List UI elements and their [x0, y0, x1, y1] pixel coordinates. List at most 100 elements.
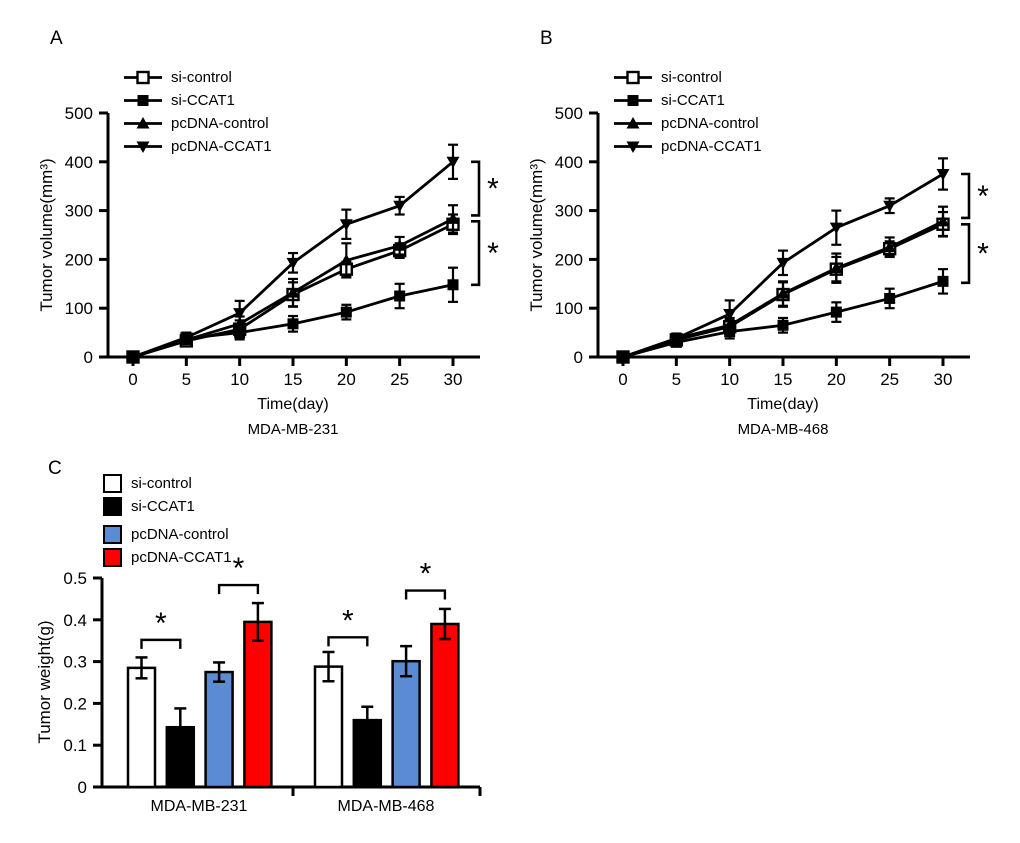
significance-bracket: * [404, 558, 447, 600]
series-marker-pcDNA-control [776, 287, 790, 299]
triangle-down-icon [124, 141, 162, 153]
series-marker-pcDNA-control [339, 253, 353, 266]
group-label: MDA-MB-468 [338, 798, 435, 815]
series-marker-pcDNA-control [393, 239, 407, 251]
axes: 0 100 200 300 400 500 0 5 10 15 20 25 30 [555, 104, 970, 389]
significance-asterisk: * [977, 238, 989, 271]
legend-label: si-control [661, 69, 722, 86]
significance-asterisk: * [977, 180, 989, 213]
bar-rect [430, 622, 460, 789]
y-tick-label: 100 [65, 299, 93, 318]
series-marker-pcDNA-CCAT1 [136, 141, 150, 153]
open-square-icon [124, 70, 162, 85]
y-tick-label: 0.1 [63, 736, 87, 755]
bar-MDA-MB-468-pcDNA-control [391, 644, 421, 789]
series-marker-pcDNA-CCAT1 [829, 222, 843, 235]
y-tick-label: 300 [555, 202, 583, 221]
bar-MDA-MB-231-pcDNA-control [204, 661, 234, 789]
series-marker-pcDNA-CCAT1 [339, 219, 353, 231]
chart-subtitle: MDA-MB-231 [248, 421, 339, 438]
triangle-up-icon [124, 117, 162, 129]
legend-item-pcDNA-control: pcDNA-control [614, 112, 762, 135]
significance-bracket: * [471, 220, 499, 287]
series-marker-si-CCAT1 [234, 327, 246, 339]
legend-label: pcDNA-control [131, 526, 229, 543]
panel-b-legend: si-control si-CCAT1 pcDNA-control pcDNA-CCA… [614, 66, 762, 158]
open-square-icon [614, 70, 652, 85]
series-marker-si-CCAT1 [137, 95, 149, 106]
y-tick-label: 100 [555, 299, 583, 318]
bar-rect [391, 659, 421, 789]
significance-bracket: * [217, 552, 260, 595]
x-tick-label: 20 [827, 370, 846, 389]
significance-asterisk: * [233, 552, 245, 585]
y-tick-label: 400 [65, 153, 93, 172]
bar-MDA-MB-468-pcDNA-CCAT1 [430, 607, 460, 789]
y-tick-label: 500 [65, 104, 93, 123]
legend-swatch-icon [103, 548, 122, 567]
y-tick-label: 300 [65, 202, 93, 221]
significance-asterisk: * [155, 607, 167, 640]
significance-asterisk: * [487, 237, 499, 270]
legend-item-pcDNA-CCAT1: pcDNA-CCAT1 [124, 135, 272, 158]
panel-b-letter: B [540, 28, 553, 49]
tumor-weight-bar-chart: 0 0.1 0.2 0.3 0.4 0.5 Tumor weight(g) MDA-MB-23… [35, 552, 482, 815]
x-tick-label: 25 [390, 370, 409, 389]
series-pcDNA-CCAT1 [126, 143, 460, 364]
series-marker-pcDNA-CCAT1 [233, 308, 247, 320]
series-marker-si-CCAT1 [830, 306, 842, 318]
y-tick-label: 0 [574, 348, 583, 367]
legend-item-pcDNA-control: pcDNA-control [124, 112, 272, 135]
tumor-volume-chart-mda-mb-468: 0 100 200 300 400 500 0 5 10 15 20 25 30 Tumor volume… [527, 104, 989, 438]
series-marker-pcDNA-control [446, 212, 460, 224]
series-marker-si-control [626, 70, 640, 85]
significance-bracket: * [961, 172, 989, 220]
legend-label: pcDNA-CCAT1 [131, 549, 232, 566]
significance-bracket: * [327, 604, 369, 647]
x-tick-label: 30 [444, 370, 463, 389]
x-tick-label: 0 [618, 370, 627, 389]
bar-MDA-MB-468-si-control [313, 650, 344, 789]
significance-asterisk: * [342, 604, 354, 637]
series-marker-si-CCAT1 [777, 319, 789, 331]
significance-asterisk: * [487, 173, 499, 206]
filled-square-icon [124, 95, 162, 106]
y-tick-label: 0.2 [63, 694, 87, 713]
series-marker-si-CCAT1 [447, 279, 459, 291]
legend-label: si-CCAT1 [171, 92, 235, 109]
panel-c-legend: si-control si-CCAT1 pcDNA-control pcDNA-CCA… [103, 472, 232, 569]
series-marker-pcDNA-CCAT1 [126, 352, 140, 364]
legend-label: si-control [131, 475, 192, 492]
series-pcDNA-CCAT1 [616, 157, 950, 364]
legend-label: si-control [171, 69, 232, 86]
x-tick-label: 5 [672, 370, 681, 389]
legend-item-si-CCAT1: si-CCAT1 [124, 89, 272, 112]
y-tick-label: 0.4 [63, 611, 87, 630]
series-marker-pcDNA-CCAT1 [286, 257, 300, 270]
series-pcDNA-control [126, 204, 460, 362]
legend-label: pcDNA-control [661, 115, 759, 132]
panel-a-legend: si-control si-CCAT1 pcDNA-control pcDNA-CCA… [124, 66, 272, 158]
y-tick-label: 200 [555, 250, 583, 269]
x-tick-label: 10 [720, 370, 739, 389]
bar-MDA-MB-468-si-CCAT1 [352, 705, 383, 789]
y-tick-label: 200 [65, 250, 93, 269]
series-marker-si-CCAT1 [394, 290, 406, 302]
legend-swatch-icon [103, 497, 122, 516]
y-axis-title: Tumor weight(g) [35, 620, 54, 743]
legend-label: pcDNA-CCAT1 [661, 138, 762, 155]
x-tick-label: 10 [230, 370, 249, 389]
x-tick-label: 15 [774, 370, 793, 389]
series-marker-pcDNA-control [286, 286, 300, 298]
series-marker-si-CCAT1 [287, 318, 299, 330]
x-axis-title: Time(day) [257, 396, 328, 413]
series-marker-pcDNA-CCAT1 [616, 352, 630, 364]
series-marker-pcDNA-CCAT1 [776, 257, 790, 270]
x-tick-label: 30 [934, 370, 953, 389]
group-label: MDA-MB-231 [151, 798, 248, 815]
series-marker-si-CCAT1 [340, 306, 352, 318]
series-marker-pcDNA-CCAT1 [669, 333, 683, 345]
triangle-down-icon [614, 141, 652, 153]
tumor-volume-chart-mda-mb-231: 0 100 200 300 400 500 0 5 10 15 20 25 30 Tumor volume… [37, 104, 499, 438]
